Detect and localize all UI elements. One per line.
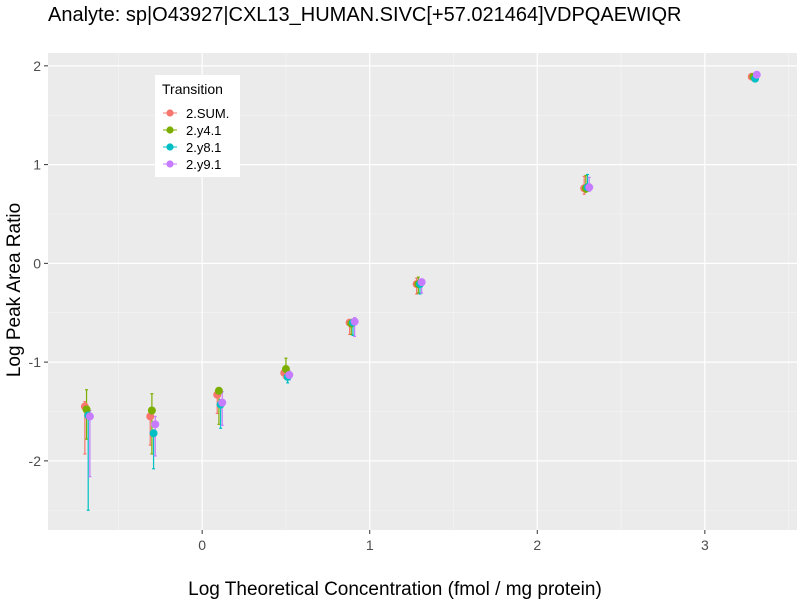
y-tick-label: 0 (33, 255, 41, 271)
legend-title: Transition (162, 81, 223, 97)
legend-item: 2.y8.1 (163, 140, 221, 155)
legend: Transition 2.SUM. 2.y4.1 2.y8.1 2.y9.1 (155, 75, 240, 177)
data-point (350, 317, 359, 326)
data-point (585, 183, 594, 192)
data-point (285, 370, 294, 379)
legend-item: 2.y9.1 (163, 157, 221, 172)
data-point (151, 420, 160, 429)
data-point (417, 278, 426, 287)
x-tick-label: 3 (701, 537, 709, 553)
legend-key-point (166, 109, 174, 117)
legend-label: 2.y4.1 (186, 123, 221, 138)
data-point (214, 386, 223, 395)
legend-key-point (166, 126, 174, 134)
x-tick-label: 0 (198, 537, 206, 553)
data-point (281, 365, 290, 374)
data-point (752, 70, 761, 79)
legend-key-point (166, 160, 174, 168)
x-axis-title: Log Theoretical Concentration (fmol / mg… (188, 579, 602, 600)
chart-title: Analyte: sp|O43927|CXL13_HUMAN.SIVC[+57.… (48, 4, 682, 26)
legend-key-point (166, 143, 174, 151)
x-tick-label: 2 (533, 537, 541, 553)
y-tick-label: 1 (33, 157, 41, 173)
data-points (80, 70, 761, 438)
legend-box (155, 75, 240, 177)
y-tick-label: 2 (33, 58, 41, 74)
data-point (147, 406, 156, 415)
y-tick-label: -2 (29, 453, 42, 469)
y-axis-title: Log Peak Area Ratio (4, 203, 25, 377)
legend-label: 2.SUM. (186, 106, 229, 121)
data-point (218, 398, 227, 407)
y-tick-label: -1 (29, 354, 42, 370)
data-point (85, 412, 94, 421)
legend-label: 2.y8.1 (186, 140, 221, 155)
legend-item: 2.SUM. (163, 106, 229, 121)
axes: 0 1 2 3 -2 -1 0 1 2 (29, 58, 709, 553)
legend-label: 2.y9.1 (186, 157, 221, 172)
legend-item: 2.y4.1 (163, 123, 221, 138)
x-tick-label: 1 (366, 537, 374, 553)
data-point (149, 429, 158, 438)
